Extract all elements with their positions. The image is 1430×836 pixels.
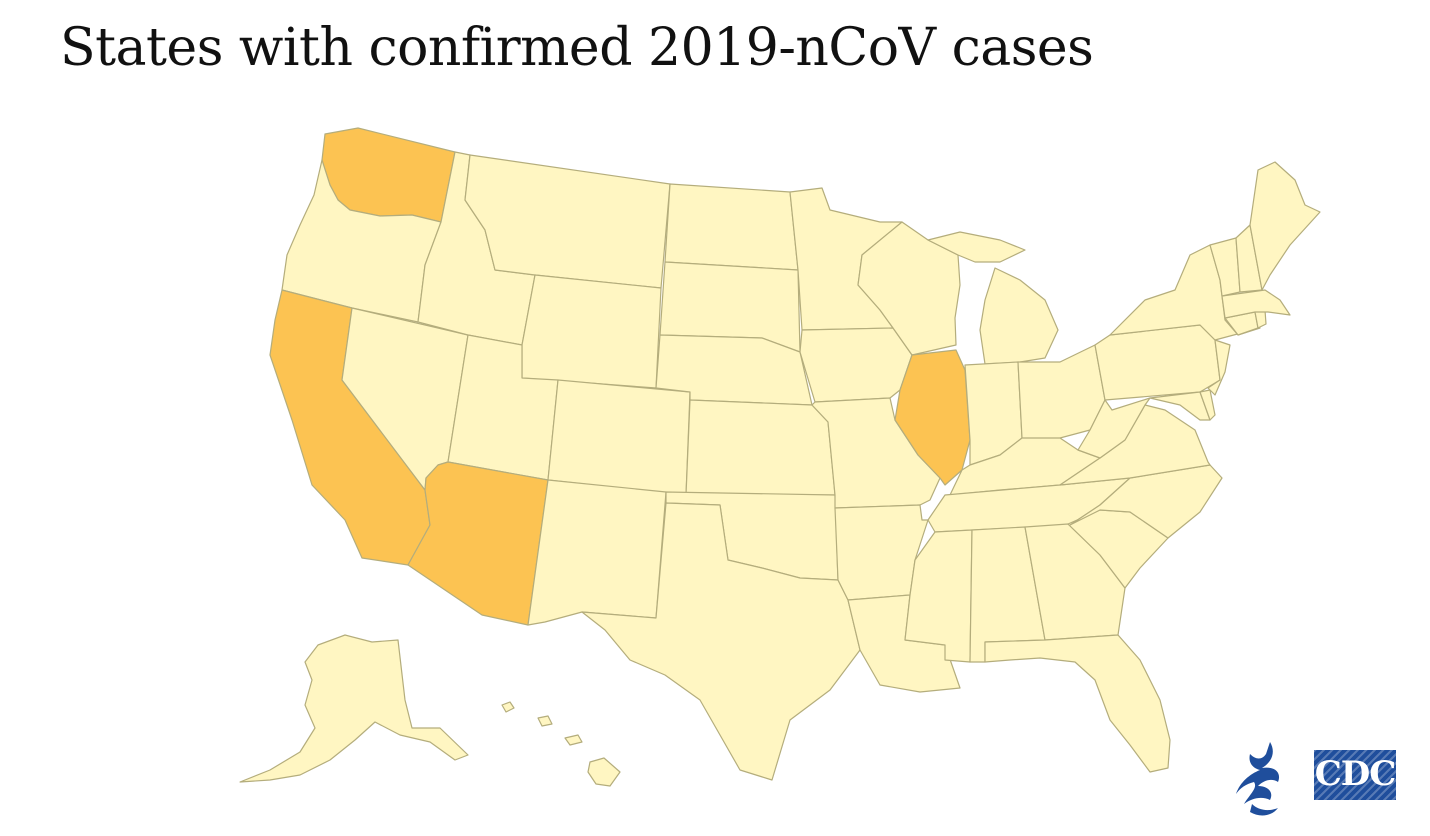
- state-illinois[interactable]: [894, 349, 971, 486]
- state-michigan-lower[interactable]: [979, 267, 1059, 365]
- state-colorado[interactable]: [547, 379, 691, 496]
- cdc-logo-text: CDC: [1314, 754, 1396, 794]
- state-missouri[interactable]: [811, 397, 941, 509]
- cdc-logo: CDC: [1232, 738, 1400, 818]
- state-arizona[interactable]: [407, 461, 549, 626]
- state-north-carolina[interactable]: [1069, 464, 1223, 539]
- state-montana[interactable]: [464, 154, 671, 289]
- state-vermont[interactable]: [1209, 237, 1241, 297]
- state-delaware[interactable]: [1199, 389, 1216, 421]
- state-florida[interactable]: [984, 634, 1171, 773]
- state-pennsylvania[interactable]: [1094, 324, 1221, 401]
- page-title: States with confirmed 2019-nCoV cases: [60, 18, 1094, 78]
- state-kansas[interactable]: [685, 399, 836, 496]
- state-maine[interactable]: [1249, 161, 1321, 291]
- state-wisconsin[interactable]: [857, 221, 961, 356]
- state-maryland[interactable]: [1149, 391, 1211, 421]
- state-hawaii[interactable]: [501, 701, 621, 787]
- hhs-eagle-icon: [1236, 742, 1280, 816]
- state-north-dakota[interactable]: [664, 183, 799, 271]
- state-wyoming[interactable]: [521, 274, 662, 389]
- state-new-mexico[interactable]: [527, 479, 667, 626]
- state-texas[interactable]: [581, 502, 861, 781]
- state-alaska[interactable]: [239, 634, 469, 783]
- state-iowa[interactable]: [799, 327, 913, 403]
- cdc-box: CDC: [1314, 750, 1396, 800]
- state-michigan-upper[interactable]: [927, 231, 1026, 263]
- state-massachusetts[interactable]: [1221, 289, 1291, 319]
- state-new-jersey[interactable]: [1207, 339, 1231, 396]
